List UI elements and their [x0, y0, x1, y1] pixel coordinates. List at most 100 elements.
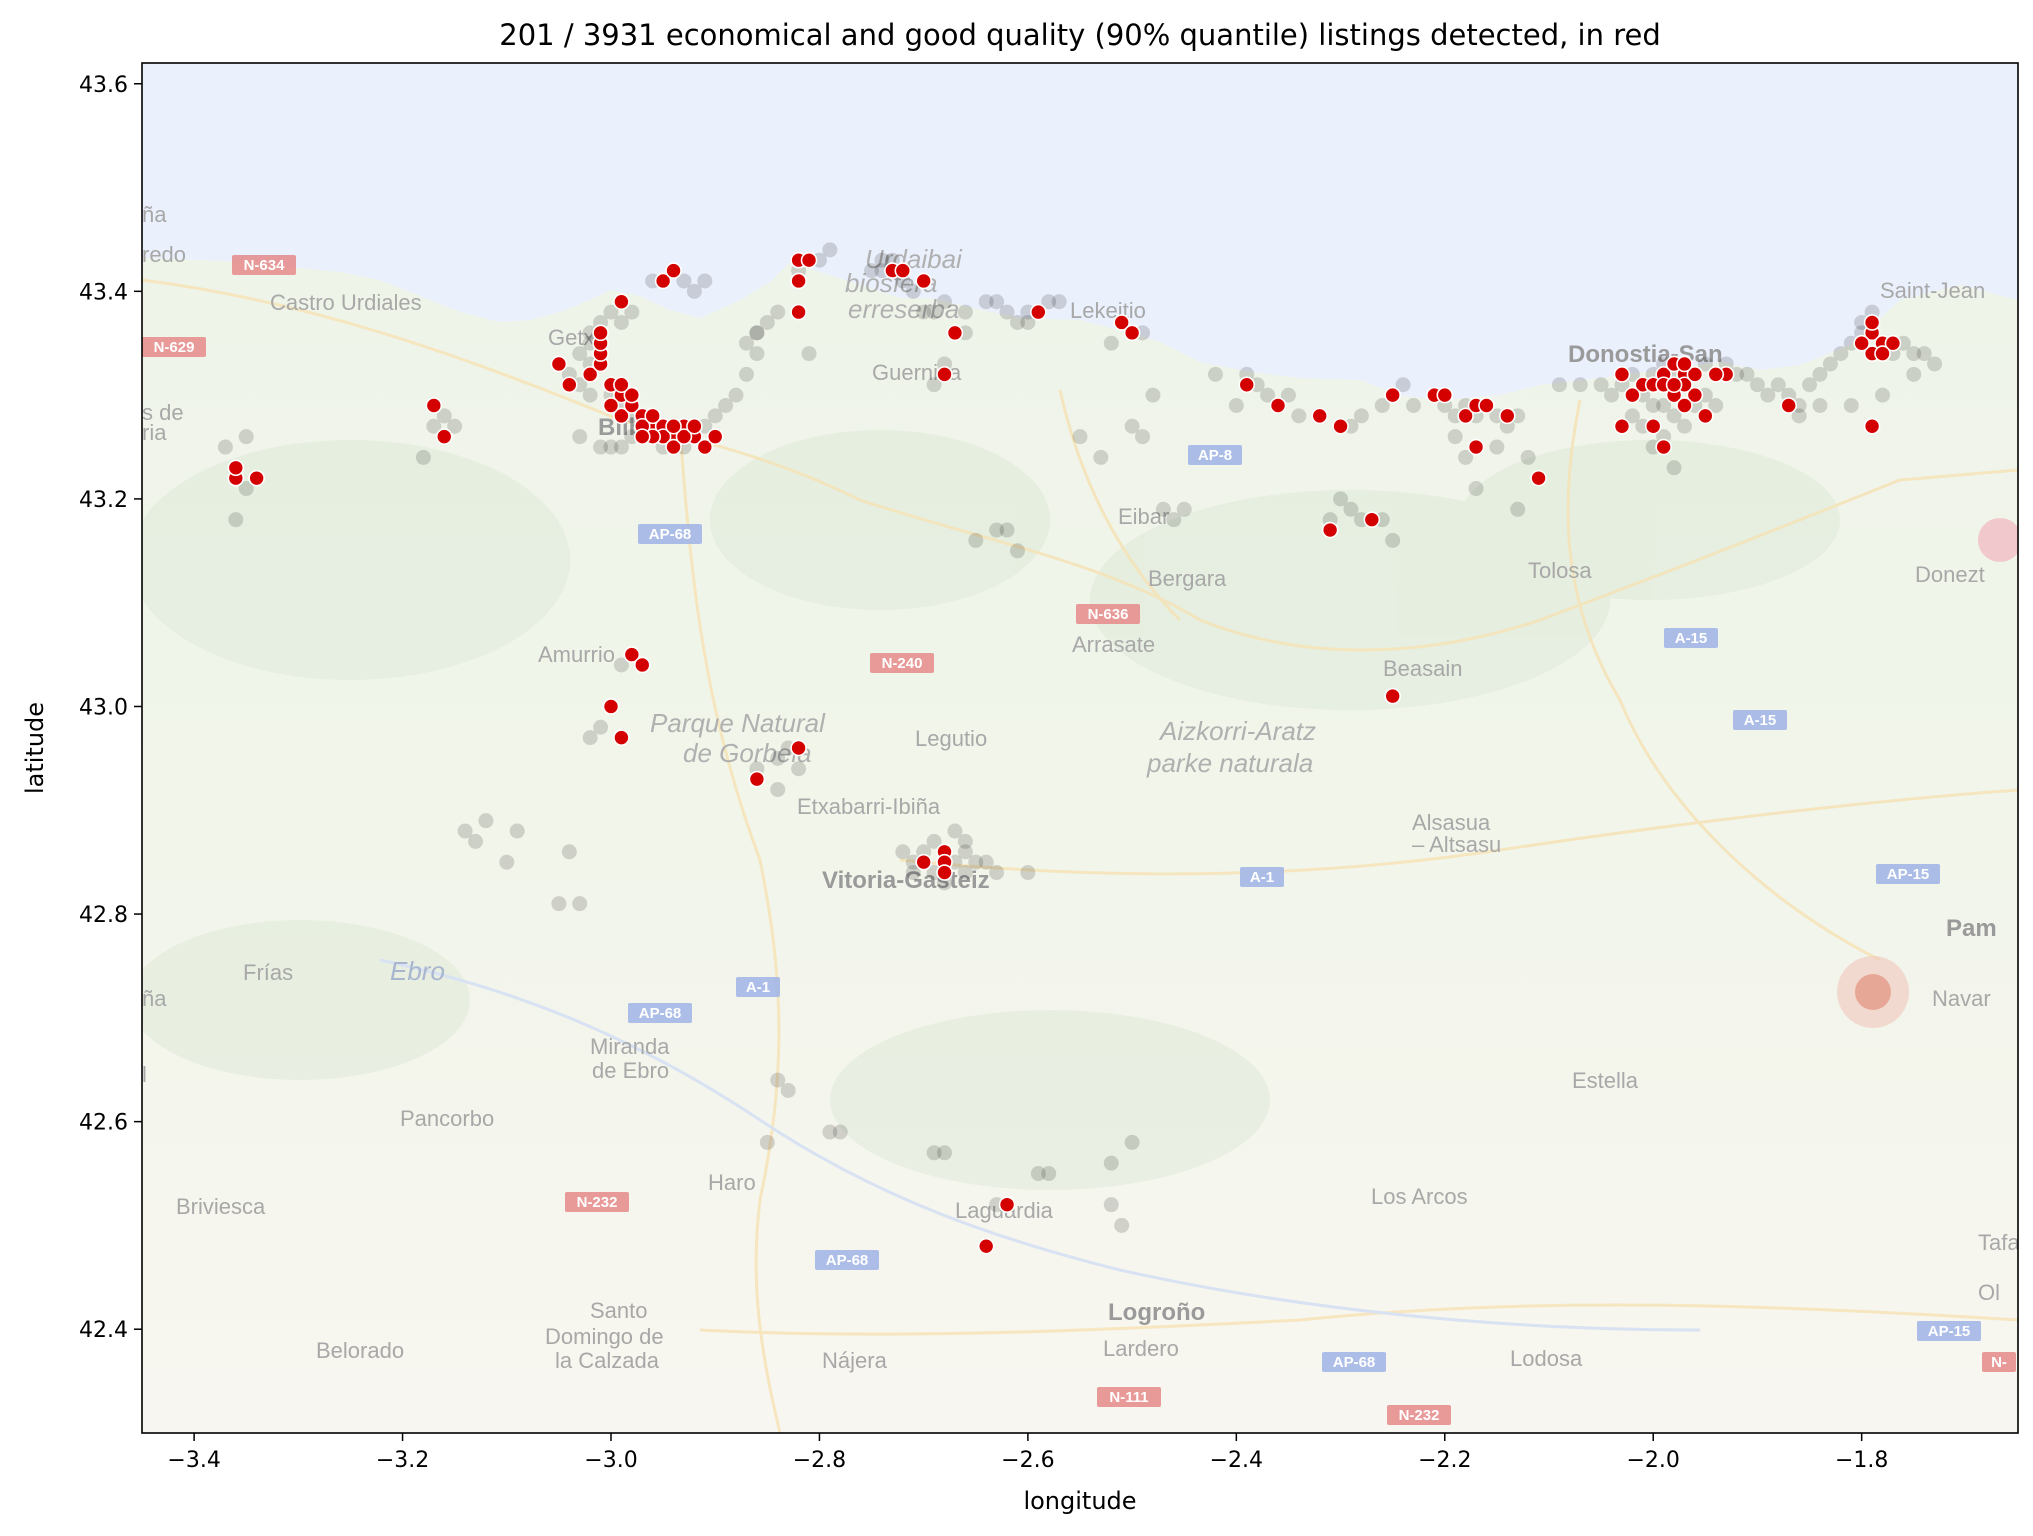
road-badge: N-636	[1076, 604, 1140, 624]
listing-point	[1645, 398, 1661, 413]
highlighted-listing-point	[1113, 314, 1130, 331]
listing-point	[1697, 356, 1713, 372]
highlighted-listing-point	[425, 397, 443, 414]
map-place-label: Saint-Jean	[1880, 278, 1985, 303]
listing-point	[770, 750, 786, 766]
road-badge-label: N-	[1991, 1354, 2007, 1371]
highlighted-listing-point	[654, 272, 672, 290]
road-badge: N-629	[142, 337, 206, 357]
listing-point	[718, 398, 734, 413]
highlighted-listing-point	[1624, 386, 1641, 404]
listing-point	[770, 782, 786, 798]
listing-point	[217, 439, 233, 455]
map-place-label: Briviesca	[176, 1194, 266, 1219]
listing-point	[1051, 294, 1067, 310]
highlighted-listing-point	[1311, 407, 1329, 425]
road-badge: AP-15	[1876, 864, 1940, 884]
map-place-label: Parque Natural	[650, 708, 826, 738]
map-place-label: Tafall	[1978, 1230, 2029, 1255]
highlighted-listing-point	[1269, 397, 1287, 414]
highlighted-listing-point	[623, 386, 641, 404]
map-place-label: – Altsasu	[1412, 832, 1501, 857]
y-tick-label: 42.8	[79, 903, 128, 928]
listing-point	[759, 1134, 775, 1150]
listing-point	[1228, 398, 1244, 413]
listing-point	[957, 304, 973, 320]
listing-point	[759, 314, 775, 330]
highlighted-listing-point	[633, 656, 651, 674]
road-badge-label: AP-68	[649, 526, 692, 543]
listing-point	[1770, 377, 1786, 393]
highlighted-listing-point	[1697, 407, 1714, 425]
listing-point	[1760, 387, 1776, 403]
listing-point	[1520, 449, 1536, 465]
listing-point	[926, 377, 942, 393]
x-axis-label: longitude	[1023, 1487, 1136, 1515]
map-place-label: Bergara	[1148, 566, 1227, 591]
map-place-label: Pam	[1946, 915, 1997, 942]
listing-point	[697, 273, 713, 289]
map-place-label: Lardero	[1103, 1336, 1179, 1361]
y-axis-label: latitude	[21, 702, 49, 794]
highlighted-listing-point	[665, 438, 682, 456]
plot-frame	[141, 62, 2019, 1434]
road-badge: AP-8	[1188, 445, 1242, 465]
highlighted-listing-point	[748, 770, 766, 788]
highlighted-listing-point	[561, 376, 578, 394]
road-badge-label: AP-15	[1928, 1323, 1971, 1340]
listing-point	[1676, 418, 1692, 434]
listing-point	[1009, 543, 1025, 559]
highlighted-listing-point	[706, 428, 724, 445]
listing-point	[1447, 429, 1463, 445]
listing-point	[1041, 1166, 1057, 1182]
listing-point	[905, 283, 921, 299]
listing-point	[1395, 377, 1411, 393]
listing-point	[572, 896, 588, 912]
listing-point	[426, 418, 442, 434]
highlighted-listing-point	[1884, 334, 1902, 352]
x-tick-label: −3.4	[167, 1448, 220, 1473]
map-place-label: l	[142, 1062, 147, 1087]
listing-point	[676, 273, 692, 289]
listing-point	[1145, 387, 1161, 403]
map-markers	[1837, 518, 2018, 1028]
listing-point	[1604, 387, 1620, 403]
listing-point	[478, 813, 494, 829]
highlighted-listing-point	[602, 698, 620, 715]
map-heart-marker-icon	[1978, 518, 2018, 562]
map-place-label: Eibar	[1118, 504, 1169, 529]
map-place-label: Logroño	[1108, 1299, 1205, 1326]
map-place-label: Castro Urdiales	[270, 290, 422, 315]
highlighted-listing-point	[613, 293, 630, 311]
listing-point	[926, 1145, 942, 1161]
listing-point	[864, 263, 880, 279]
map-place-label: Frías	[243, 960, 293, 985]
map-place-label: erreserba	[848, 294, 959, 324]
road-badge: AP-68	[638, 524, 702, 544]
listing-point	[968, 532, 984, 548]
highlighted-listing-point	[1384, 386, 1401, 404]
river-line	[379, 958, 1701, 1332]
listing-point	[1916, 346, 1932, 362]
listing-point	[1155, 501, 1171, 517]
listing-point	[468, 833, 484, 849]
listing-point	[1510, 501, 1526, 517]
highlighted-listing-point	[1499, 407, 1516, 425]
highlighted-listing-point	[613, 376, 630, 394]
highlighted-listing-point	[1863, 314, 1881, 331]
listing-point	[1041, 294, 1057, 310]
highlighted-listing-point	[1363, 511, 1381, 528]
map-place-label: Navar	[1932, 986, 1991, 1011]
listing-point	[937, 1145, 953, 1161]
map-place-label: ña	[142, 202, 167, 227]
listing-point	[999, 304, 1015, 320]
listing-point	[1103, 335, 1119, 351]
listing-point	[551, 896, 567, 912]
highlighted-listing-point	[550, 355, 568, 373]
map-place-label: Lekeitio	[1070, 298, 1146, 323]
road-badge-label: N-634	[244, 257, 286, 274]
map-place-label: de Gorbeia	[683, 738, 812, 768]
sea-area	[142, 63, 2018, 400]
highlighted-listing-point	[613, 729, 630, 746]
